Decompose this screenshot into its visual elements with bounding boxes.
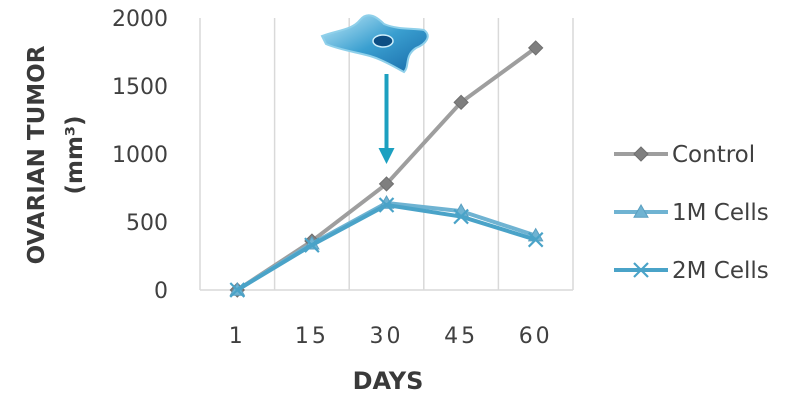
gridlines — [199, 18, 574, 290]
x-tick-label: 30 — [370, 324, 404, 349]
arrow-head — [378, 148, 395, 164]
series-line — [236, 203, 537, 292]
data-point — [304, 237, 320, 253]
x-tick-label: 15 — [295, 324, 329, 349]
data-point — [453, 94, 469, 111]
data-point — [527, 40, 544, 56]
cell-annotation — [320, 14, 429, 164]
data-point — [453, 208, 469, 225]
legend-label: 1M Cells — [672, 200, 769, 226]
legend-item: 2M Cells — [614, 258, 769, 284]
x-tick-label: 60 — [519, 324, 553, 349]
x-tick-label: 45 — [444, 324, 478, 349]
legend-label: Control — [672, 142, 755, 168]
x-tick-label: 1 — [229, 324, 246, 349]
y-tick-label: 1500 — [112, 75, 168, 100]
legend: Control 1M Cells 2M Cells — [614, 142, 769, 284]
data-point — [633, 203, 649, 218]
legend-item: 1M Cells — [614, 200, 769, 226]
legend-label: 2M Cells — [672, 258, 769, 284]
y-tick-label: 0 — [154, 279, 168, 304]
y-axis-ticks: 0 500 1000 1500 2000 — [112, 7, 168, 304]
cell-icon — [320, 14, 429, 74]
y-tick-label: 2000 — [112, 7, 168, 32]
y-axis-title-line2: (mm³) — [62, 115, 88, 194]
legend-item: Control — [614, 142, 755, 168]
y-tick-label: 500 — [126, 211, 168, 236]
data-point — [378, 197, 395, 213]
data-point — [229, 282, 246, 298]
series-group — [229, 40, 544, 298]
x-axis-ticks: 1 15 30 45 60 — [229, 324, 553, 349]
series-line — [236, 200, 537, 292]
data-point — [633, 146, 649, 162]
data-point — [378, 176, 395, 192]
x-axis-title: DAYS — [353, 367, 424, 395]
data-point — [527, 231, 544, 248]
y-axis-title-line1: OVARIAN TUMOR — [24, 45, 50, 264]
data-point — [633, 262, 649, 278]
y-tick-label: 1000 — [112, 143, 168, 168]
